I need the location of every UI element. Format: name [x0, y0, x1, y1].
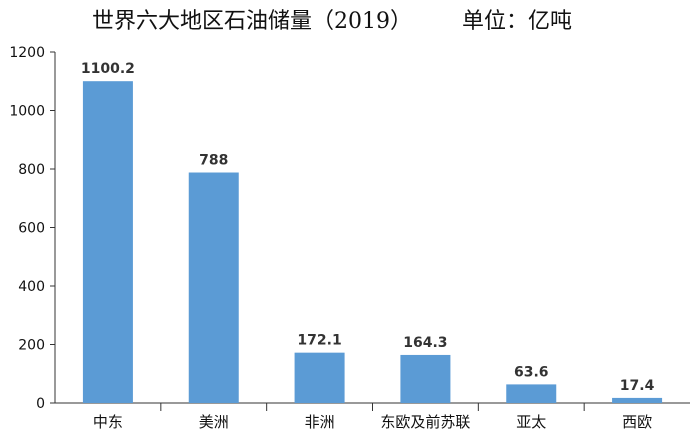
bar-value-label: 63.6: [514, 364, 549, 380]
bar-value-label: 1100.2: [81, 61, 135, 77]
bar-value-label: 17.4: [620, 378, 655, 394]
bar-value-label: 788: [199, 153, 228, 169]
y-tick-label: 1200: [9, 45, 45, 61]
bars: [82, 81, 663, 403]
x-category-label: 非洲: [305, 413, 335, 431]
y-tick-label: 400: [18, 279, 45, 295]
bar: [188, 172, 239, 403]
y-tick-label: 600: [18, 221, 45, 237]
bar-value-label: 164.3: [403, 335, 447, 351]
y-tick-label: 200: [18, 338, 45, 354]
axes: 0 200 400 600 800 1000 1200 中东 美洲 非洲 东欧及前苏联 亚太 西欧: [9, 45, 690, 431]
x-category-label: 亚太: [516, 413, 546, 431]
bar: [400, 354, 451, 403]
bar-value-label: 172.1: [297, 333, 341, 349]
x-category-label: 西欧: [622, 413, 652, 431]
y-tick-label: 1000: [9, 104, 45, 120]
unit-label: 单位：亿吨: [462, 9, 572, 34]
bar: [506, 384, 557, 403]
chart-title: 世界六大地区石油储量（2019）: [92, 9, 412, 34]
bar: [294, 352, 345, 403]
x-category-label: 中东: [93, 413, 123, 431]
y-tick-label: 0: [36, 396, 45, 412]
bar: [82, 81, 133, 403]
bar: [612, 397, 663, 403]
y-tick-label: 800: [18, 162, 45, 178]
data-labels: 1100.2 788 172.1 164.3 63.6 17.4: [81, 61, 655, 394]
x-category-label: 美洲: [199, 413, 229, 431]
x-category-label: 东欧及前苏联: [380, 413, 470, 431]
